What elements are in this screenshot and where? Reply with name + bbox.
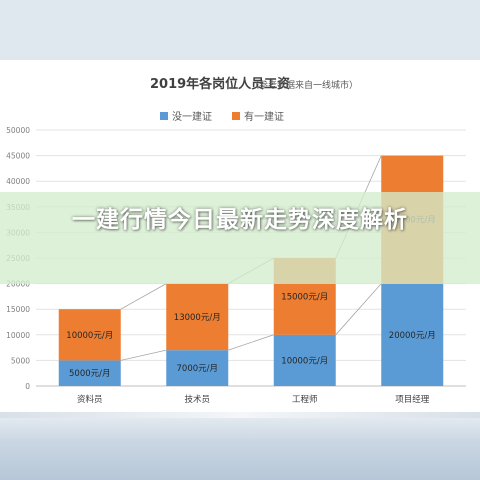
legend-label-no-cert: 没一建证 [172,110,212,123]
series-connector [228,334,274,351]
y-tick-label: 45000 [6,152,30,161]
x-axis-ticks: 资料员 技术员 工程师 项目经理 [77,394,430,405]
headline-banner [0,192,480,284]
legend: 没一建证 有一建证 [160,110,284,123]
y-tick-label: 10000 [6,331,30,340]
background-strip [0,412,480,480]
data-label: 7000元/月 [177,364,219,374]
y-tick-label: 20000 [6,280,30,289]
x-tick-label: 项目经理 [395,394,430,405]
salary-chart: 2019年各岗位人员工资 （参考数据来自一线城市） 没一建证 有一建证 0 500… [6,76,466,405]
y-tick-label: 15000 [6,305,30,314]
series-connector [120,283,167,310]
card-bottom-edge [0,412,480,418]
data-label: 15000元/月 [281,292,328,302]
data-label: 20000元/月 [389,331,436,341]
bar-cert [58,309,121,361]
bar-no-cert [166,350,229,386]
bar-no-cert [58,360,121,386]
y-tick-label: 50000 [6,126,30,135]
bar-no-cert [381,283,444,386]
series-connector [120,349,167,361]
x-tick-label: 技术员 [184,394,210,405]
legend-swatch-no-cert [160,112,168,120]
bar-no-cert [273,334,336,386]
data-label: 10000元/月 [66,331,113,341]
chart-subtitle: （参考数据来自一线城市） [250,79,358,91]
y-tick-label: 40000 [6,177,30,186]
data-label: 5000元/月 [69,369,111,379]
bar-cert [166,283,229,351]
data-label: 10000元/月 [281,356,328,366]
chart-title: 2019年各岗位人员工资 [150,76,290,92]
data-label: 13000元/月 [174,313,221,323]
y-tick-label: 5000 [11,356,30,365]
legend-swatch-cert [232,112,240,120]
headline-text: 一建行情今日最新走势深度解析 [72,207,408,233]
y-tick-label: 0 [25,382,30,391]
legend-label-cert: 有一建证 [244,110,284,123]
x-tick-label: 资料员 [77,394,103,405]
x-tick-label: 工程师 [292,394,318,405]
series-connector [335,283,382,336]
